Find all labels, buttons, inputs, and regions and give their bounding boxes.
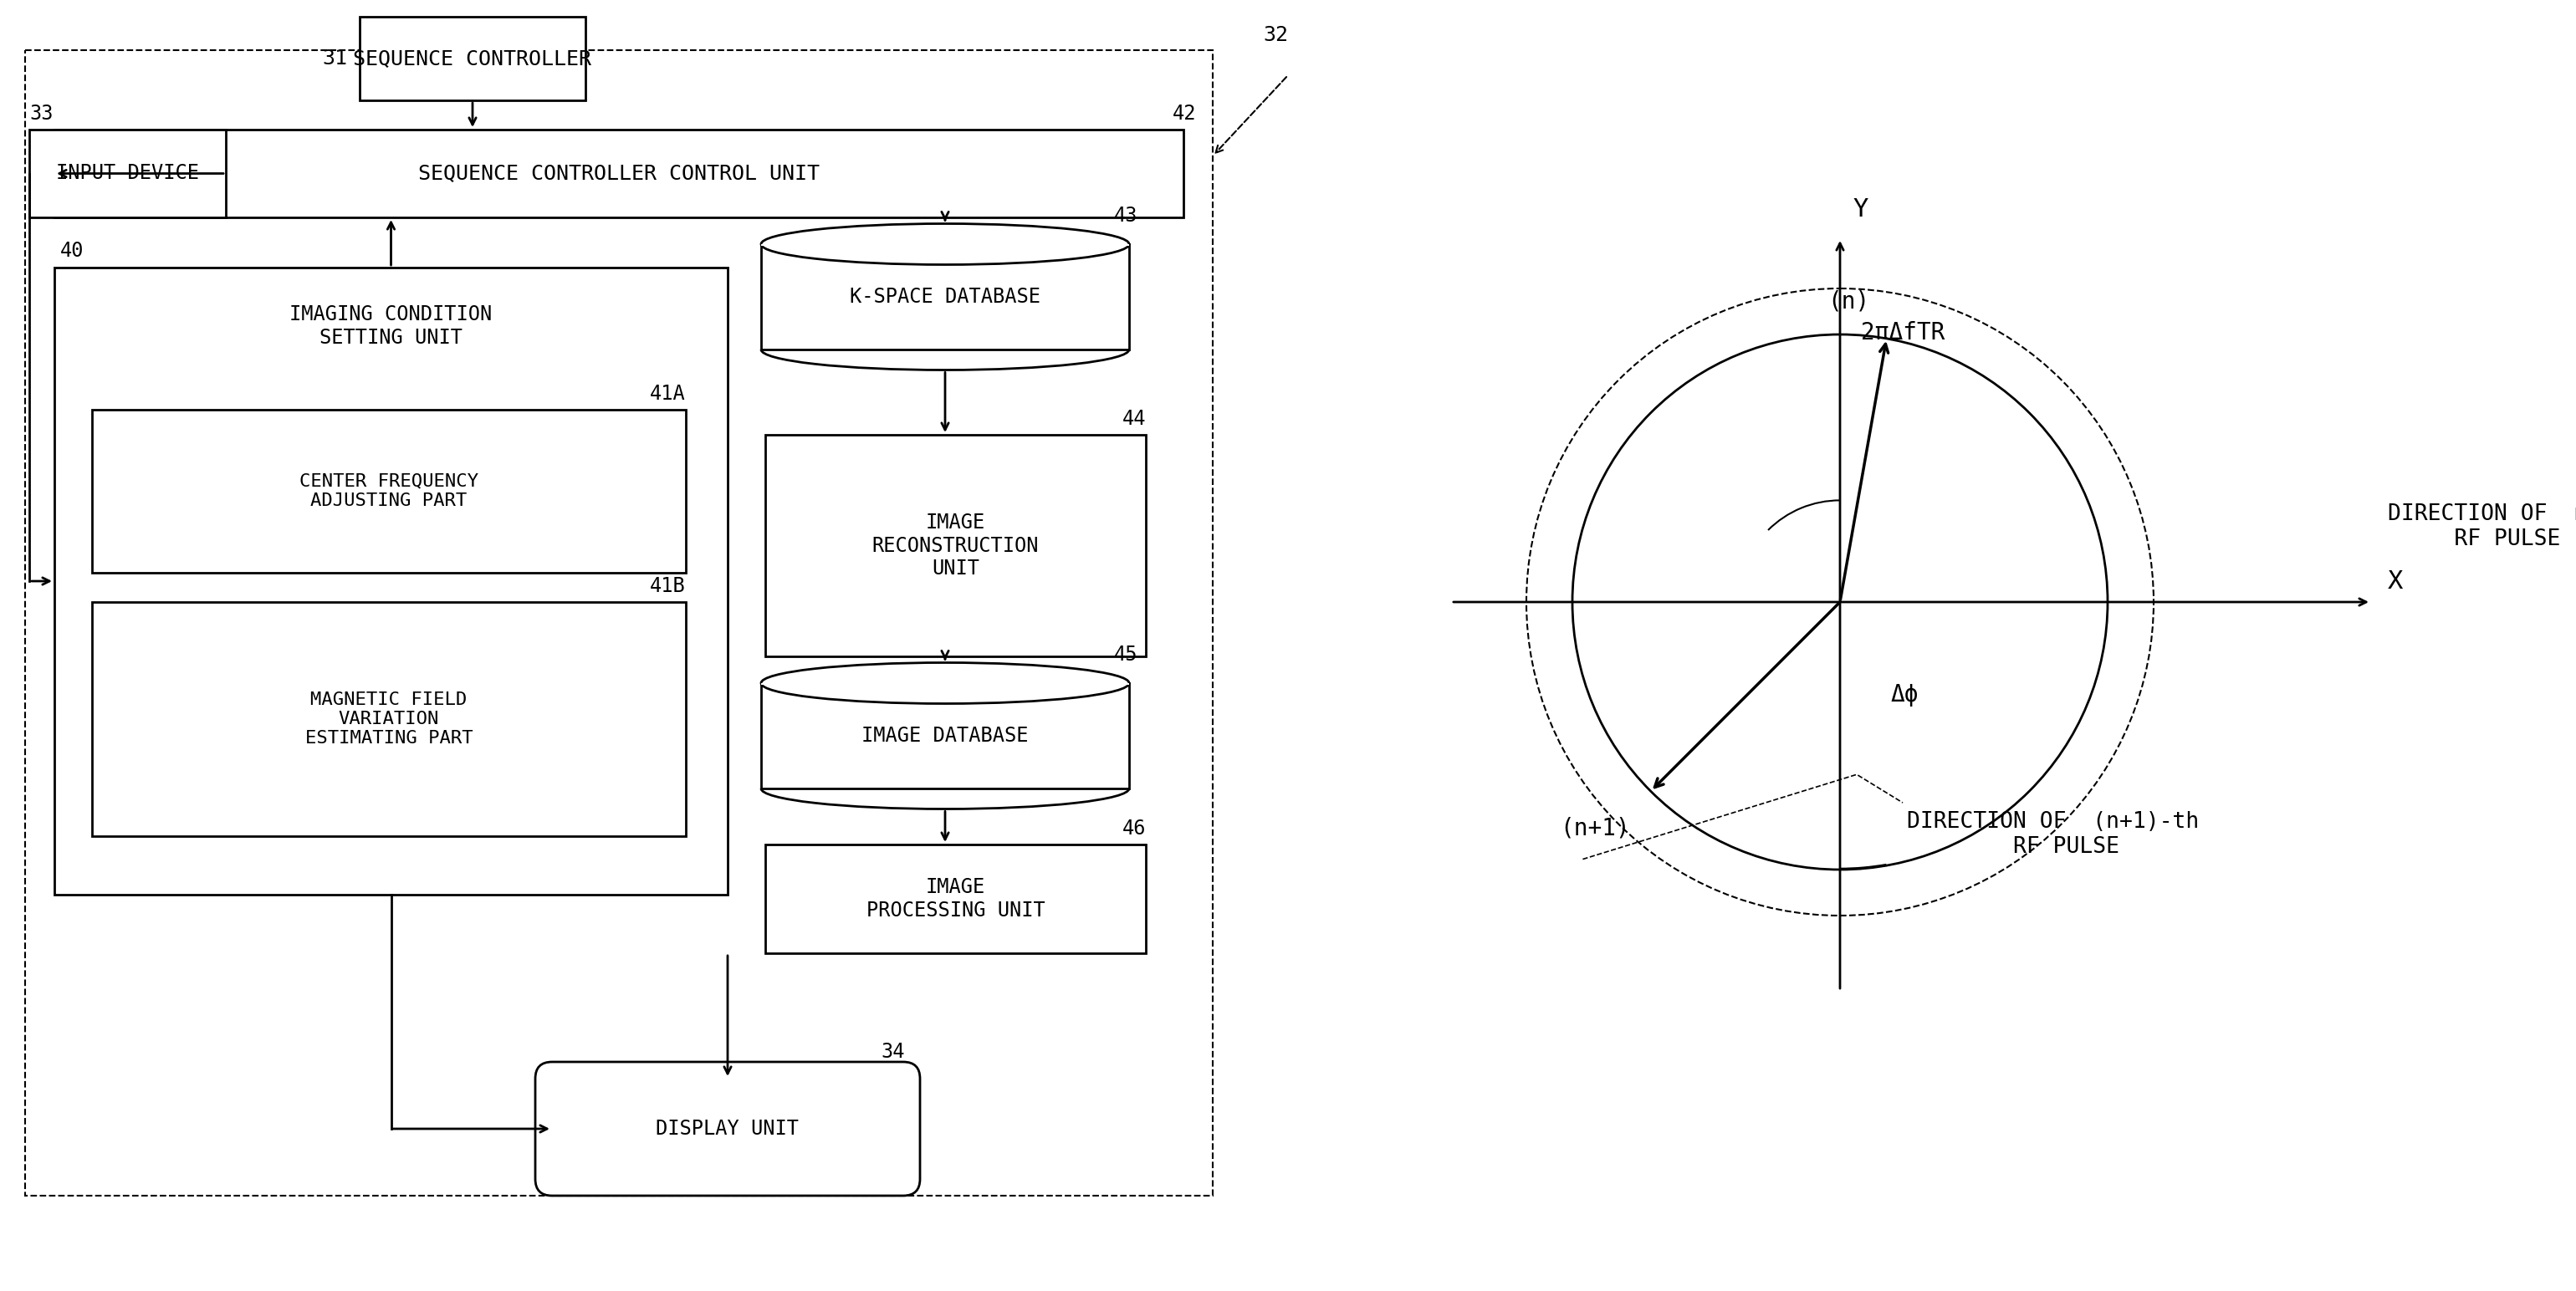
- Text: 33: 33: [28, 103, 54, 124]
- Bar: [361, 17, 585, 101]
- Bar: [54, 129, 1182, 217]
- Bar: [26, 50, 1213, 1195]
- Bar: [54, 267, 726, 895]
- Text: Δϕ: Δϕ: [1891, 683, 1919, 706]
- Text: Y: Y: [1852, 198, 1868, 222]
- Text: 43: 43: [1113, 205, 1139, 226]
- Text: 40: 40: [59, 241, 85, 261]
- Text: K-SPACE DATABASE: K-SPACE DATABASE: [850, 287, 1041, 307]
- Text: (n+1): (n+1): [1561, 816, 1631, 839]
- Bar: [93, 602, 685, 837]
- Text: 41A: 41A: [649, 383, 685, 404]
- Bar: [765, 435, 1146, 656]
- Bar: [760, 683, 1128, 684]
- Text: 45: 45: [1113, 644, 1139, 665]
- Text: IMAGE
RECONSTRUCTION
UNIT: IMAGE RECONSTRUCTION UNIT: [873, 513, 1038, 578]
- Text: 2πΔfTR: 2πΔfTR: [1860, 321, 1945, 345]
- Text: (n): (n): [1829, 290, 1870, 314]
- Text: SEQUENCE CONTROLLER: SEQUENCE CONTROLLER: [353, 49, 592, 68]
- Text: 34: 34: [881, 1042, 904, 1062]
- Bar: [760, 244, 1128, 350]
- Bar: [28, 129, 227, 217]
- Text: IMAGING CONDITION
SETTING UNIT: IMAGING CONDITION SETTING UNIT: [289, 305, 492, 347]
- Text: 44: 44: [1123, 409, 1146, 429]
- Text: DISPLAY UNIT: DISPLAY UNIT: [657, 1119, 799, 1139]
- Bar: [93, 409, 685, 573]
- Text: IMAGE
PROCESSING UNIT: IMAGE PROCESSING UNIT: [866, 877, 1046, 920]
- Text: CENTER FREQUENCY
ADJUSTING PART: CENTER FREQUENCY ADJUSTING PART: [299, 474, 479, 509]
- Text: 41B: 41B: [649, 576, 685, 596]
- Text: X: X: [2388, 569, 2403, 594]
- FancyBboxPatch shape: [536, 1062, 920, 1195]
- Text: 32: 32: [1262, 25, 1288, 45]
- Text: DIRECTION OF  (n+1)-th
        RF PULSE: DIRECTION OF (n+1)-th RF PULSE: [1906, 811, 2200, 859]
- Text: SEQUENCE CONTROLLER CONTROL UNIT: SEQUENCE CONTROLLER CONTROL UNIT: [417, 164, 819, 183]
- Text: MAGNETIC FIELD
VARIATION
ESTIMATING PART: MAGNETIC FIELD VARIATION ESTIMATING PART: [304, 691, 474, 746]
- Text: DIRECTION OF  n-th
     RF PULSE: DIRECTION OF n-th RF PULSE: [2388, 503, 2576, 550]
- Ellipse shape: [760, 662, 1128, 704]
- Bar: [760, 244, 1128, 245]
- Text: IMAGE DATABASE: IMAGE DATABASE: [860, 726, 1028, 746]
- Text: 31: 31: [322, 49, 348, 68]
- Text: 46: 46: [1123, 818, 1146, 839]
- Bar: [760, 683, 1128, 789]
- Ellipse shape: [760, 223, 1128, 265]
- Text: 42: 42: [1172, 103, 1195, 124]
- Text: INPUT DEVICE: INPUT DEVICE: [57, 164, 198, 183]
- Bar: [765, 844, 1146, 953]
